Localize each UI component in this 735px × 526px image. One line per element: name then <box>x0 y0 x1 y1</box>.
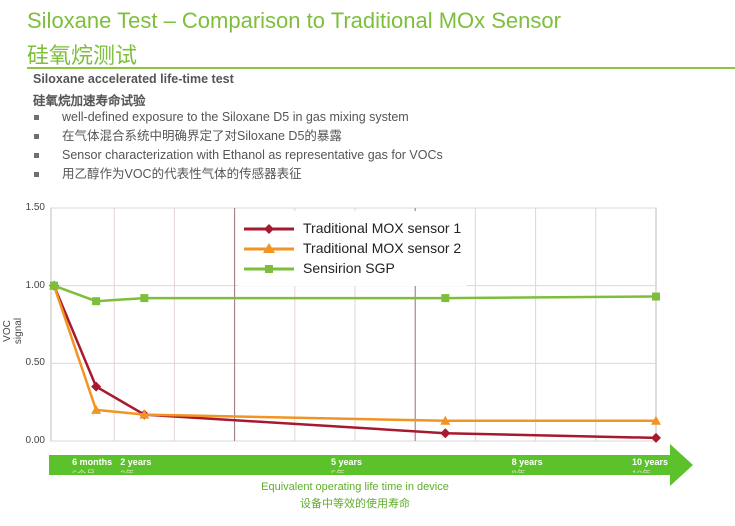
x-tick-label: 6 months6个月 <box>72 457 113 473</box>
legend-label: Traditional MOX sensor 2 <box>303 240 462 256</box>
data-point <box>440 415 451 425</box>
title-divider <box>27 67 735 69</box>
data-point <box>91 381 102 392</box>
data-point <box>441 294 450 303</box>
bullet-list: well-defined exposure to the Siloxane D5… <box>33 108 443 184</box>
x-axis-title-chinese: 设备中等效的使用寿命 <box>300 498 410 510</box>
legend-item-sgp: Sensirion SGP <box>238 259 467 279</box>
bullet-icon <box>34 115 39 120</box>
square-marker-icon <box>244 265 294 273</box>
triangle-marker-icon <box>244 243 294 253</box>
legend-label: Traditional MOX sensor 1 <box>303 220 462 236</box>
bullet-item: 在气体混合系统中明确界定了对Siloxane D5的暴露 <box>33 127 443 146</box>
bullet-item: Sensor characterization with Ethanol as … <box>33 146 443 165</box>
x-tick-label: 2 years2年 <box>120 457 152 473</box>
x-tick-label: 10 years10年 <box>632 457 669 473</box>
data-point <box>651 415 661 425</box>
x-tick-label: 8 years8年 <box>511 457 543 473</box>
data-point <box>139 409 150 419</box>
data-point <box>651 432 661 443</box>
data-point <box>92 297 101 306</box>
diamond-marker-icon <box>244 224 294 234</box>
data-point <box>652 292 660 301</box>
bullet-icon <box>34 172 39 177</box>
data-point <box>91 404 102 414</box>
bullet-item: well-defined exposure to the Siloxane D5… <box>33 108 443 127</box>
legend-item-mox1: Traditional MOX sensor 1 <box>238 219 467 239</box>
legend-label: Sensirion SGP <box>303 260 395 276</box>
y-axis-title: VOC signal <box>2 317 24 345</box>
bullet-item: 用乙醇作为VOC的代表性气体的传感器表征 <box>33 165 443 184</box>
y-tick-label: 1.00 <box>25 279 45 291</box>
slide-title-chinese: 硅氧烷测试 <box>27 43 138 68</box>
y-tick-label: 0.00 <box>25 435 45 446</box>
data-point <box>440 428 451 439</box>
x-tick-label: 5 years5年 <box>331 457 363 473</box>
timeline-arrow-icon <box>49 444 693 486</box>
subtitle-chinese: 硅氧烷加速寿命试验 <box>33 94 146 108</box>
data-point <box>50 281 58 290</box>
y-tick-label: 0.50 <box>25 357 45 369</box>
chart-legend: Traditional MOX sensor 1 Traditional MOX… <box>238 211 467 286</box>
y-tick-label: 1.50 <box>25 202 45 213</box>
bullet-icon <box>34 134 39 139</box>
x-axis-title: Equivalent operating life time in device <box>261 481 449 493</box>
legend-item-mox2: Traditional MOX sensor 2 <box>238 239 467 259</box>
bullet-icon <box>34 153 39 158</box>
slide-title: Siloxane Test – Comparison to Traditiona… <box>27 8 561 33</box>
data-point <box>140 294 149 303</box>
subtitle: Siloxane accelerated life-time test <box>33 72 234 86</box>
